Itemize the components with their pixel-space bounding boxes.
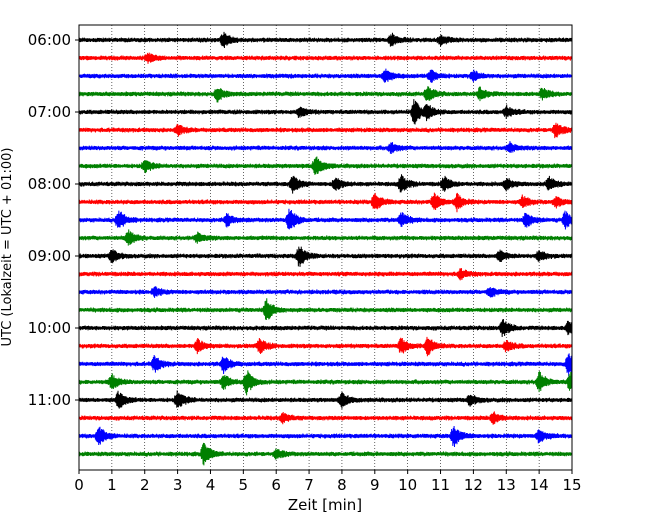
- plot-frame: [78, 24, 573, 471]
- trace-line: [78, 336, 573, 357]
- y-axis-ticks: 06:00 07:00 08:00 09:00 10:00 11:00: [28, 31, 79, 409]
- y-tick-label: 11:00: [28, 391, 71, 409]
- trace-line: [78, 298, 573, 321]
- x-tick-label: 8: [337, 476, 347, 494]
- trace-line: [78, 319, 573, 337]
- trace-line: [78, 246, 573, 267]
- trace-line: [78, 390, 573, 409]
- x-tick-label: 0: [74, 476, 84, 494]
- x-axis-label: Zeit [min]: [288, 496, 362, 514]
- x-tick-label: 7: [304, 476, 314, 494]
- trace-line: [78, 286, 573, 298]
- y-tick-label: 10:00: [28, 319, 71, 337]
- trace-line: [78, 52, 573, 64]
- trace-line: [78, 425, 573, 447]
- trace-line: [78, 99, 573, 125]
- x-axis-ticks: 0 1 2 3 4 5 6 7 8 9 10 11 12 13 14 15: [74, 470, 582, 494]
- trace-line: [78, 442, 573, 466]
- trace-line: [78, 208, 573, 230]
- trace-line: [78, 122, 573, 139]
- seismic-traces: [78, 31, 573, 466]
- trace-line: [78, 370, 573, 396]
- x-tick-label: 10: [398, 476, 417, 494]
- trace-line: [78, 156, 573, 175]
- x-tick-label: 11: [431, 476, 450, 494]
- x-tick-label: 2: [140, 476, 150, 494]
- grid-lines: [111, 25, 540, 470]
- x-tick-label: 6: [271, 476, 281, 494]
- x-tick-label: 3: [173, 476, 183, 494]
- y-tick-label: 06:00: [28, 31, 71, 49]
- trace-line: [78, 229, 573, 246]
- trace-line: [78, 353, 573, 377]
- trace-line: [78, 141, 573, 155]
- y-tick-label: 08:00: [28, 175, 71, 193]
- y-axis-label: UTC (Lokalzeit = UTC + 01:00): [0, 148, 15, 347]
- trace-line: [78, 174, 573, 194]
- trace-line: [78, 68, 573, 83]
- x-tick-label: 1: [107, 476, 117, 494]
- x-tick-label: 9: [370, 476, 380, 494]
- x-tick-label: 5: [239, 476, 249, 494]
- x-tick-label: 12: [464, 476, 483, 494]
- trace-line: [78, 31, 573, 48]
- y-tick-label: 09:00: [28, 247, 71, 265]
- x-tick-label: 15: [562, 476, 581, 494]
- x-tick-label: 14: [530, 476, 549, 494]
- trace-line: [78, 268, 573, 281]
- trace-line: [78, 86, 573, 103]
- x-tick-label: 4: [206, 476, 216, 494]
- trace-line: [78, 411, 573, 425]
- y-tick-label: 07:00: [28, 103, 71, 121]
- x-tick-label: 13: [497, 476, 516, 494]
- trace-line: [78, 192, 573, 213]
